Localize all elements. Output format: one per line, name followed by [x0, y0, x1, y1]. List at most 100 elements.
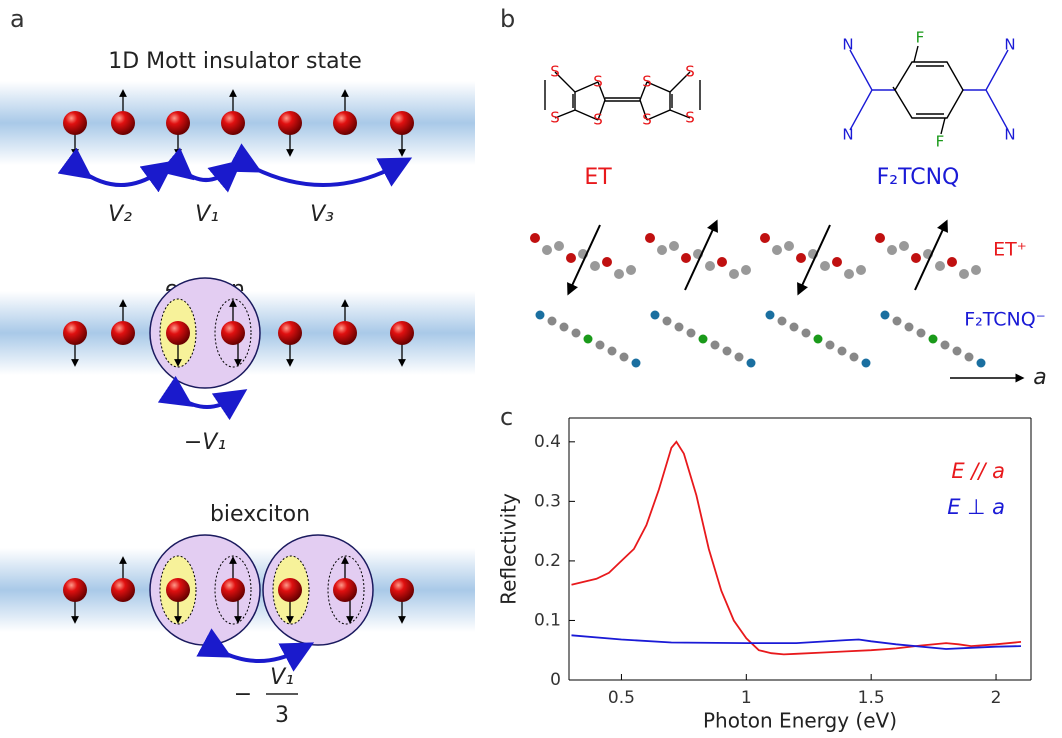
electron [221, 578, 245, 602]
atom [626, 265, 636, 275]
atom [619, 352, 629, 362]
electron [166, 111, 190, 135]
electron [390, 578, 414, 602]
atom [583, 334, 593, 344]
spin-arrow [567, 224, 601, 296]
atom [669, 241, 679, 251]
panel-label: b [500, 5, 515, 33]
atom [717, 257, 727, 267]
atom [887, 245, 897, 255]
atom [789, 322, 799, 332]
atom-label: S [642, 111, 652, 129]
atom [875, 233, 885, 243]
atom [825, 340, 835, 350]
atom [820, 261, 830, 271]
atom [547, 316, 557, 326]
atom [631, 358, 641, 368]
atom [705, 261, 715, 271]
et-skeleton [544, 49, 1009, 131]
electron [63, 111, 87, 135]
atom-label: S [642, 73, 652, 91]
electron [111, 321, 135, 345]
atom-label: S [685, 63, 695, 81]
atom-label: S [593, 111, 603, 129]
atom [964, 352, 974, 362]
atom [722, 346, 732, 356]
atom [844, 269, 854, 279]
electron [333, 578, 357, 602]
atom [530, 233, 540, 243]
atom [681, 253, 691, 263]
atom-label: N [1004, 36, 1015, 54]
fraction-numerator: V₁ [270, 665, 294, 690]
doublon [327, 555, 365, 625]
atom-label: F [936, 133, 945, 151]
electron [63, 321, 87, 345]
electron [278, 578, 302, 602]
atom-label: F [916, 29, 925, 47]
atom-label: N [842, 126, 853, 144]
molecule-name: ET [584, 165, 612, 190]
atom [746, 358, 756, 368]
atom [674, 322, 684, 332]
data-line [571, 440, 1022, 656]
atom [947, 257, 957, 267]
atom [904, 322, 914, 332]
spin-arrow [914, 219, 948, 291]
atom [899, 241, 909, 251]
y-tick-label: 0.2 [534, 551, 561, 571]
atom [554, 241, 564, 251]
legend-entry: E ⊥ a [947, 495, 1005, 519]
atom [590, 261, 600, 271]
electron [221, 111, 245, 135]
doublon [214, 298, 252, 368]
atom-label: N [1004, 126, 1015, 144]
electron [111, 578, 135, 602]
atom [729, 269, 739, 279]
atom [614, 269, 624, 279]
atom [657, 245, 667, 255]
biexciton-label: biexciton [210, 502, 310, 527]
atom [760, 233, 770, 243]
atom [645, 233, 655, 243]
electron [166, 578, 190, 602]
panel-label: a [10, 5, 25, 33]
anion-label: F₂TCNQ⁻ [964, 309, 1046, 331]
exciton-energy: −V₁ [184, 430, 226, 455]
atom [566, 253, 576, 263]
atom [916, 328, 926, 338]
y-tick-label: 0.4 [534, 432, 561, 452]
atom [710, 340, 720, 350]
x-tick-label: 1 [741, 688, 752, 708]
atom [741, 265, 751, 275]
electron [278, 321, 302, 345]
atom [837, 346, 847, 356]
atom [535, 310, 545, 320]
y-axis-label: Reflectivity [497, 493, 521, 605]
axis-label: a [1033, 365, 1046, 390]
atom [571, 328, 581, 338]
atom [856, 265, 866, 275]
legend-entry: E // a [951, 459, 1005, 483]
atom [928, 334, 938, 344]
atom [542, 245, 552, 255]
coupling-label: V₃ [310, 202, 334, 227]
state-title: 1D Mott insulator state [108, 49, 362, 74]
atom [595, 340, 605, 350]
atom [892, 316, 902, 326]
electron [333, 321, 357, 345]
atom [959, 269, 969, 279]
atom-label: S [685, 109, 695, 127]
coupling-label: V₁ [195, 202, 219, 227]
atom [861, 358, 871, 368]
spin-arrow [797, 224, 831, 296]
panel-label: c [500, 403, 513, 431]
atom [880, 310, 890, 320]
atom [607, 346, 617, 356]
x-axis-label: Photon Energy (eV) [703, 709, 897, 733]
coupling-arrow [196, 628, 315, 672]
y-tick-label: 0.3 [534, 491, 561, 511]
coupling-arrow [157, 375, 248, 421]
molecule-name: F₂TCNQ [877, 165, 960, 190]
